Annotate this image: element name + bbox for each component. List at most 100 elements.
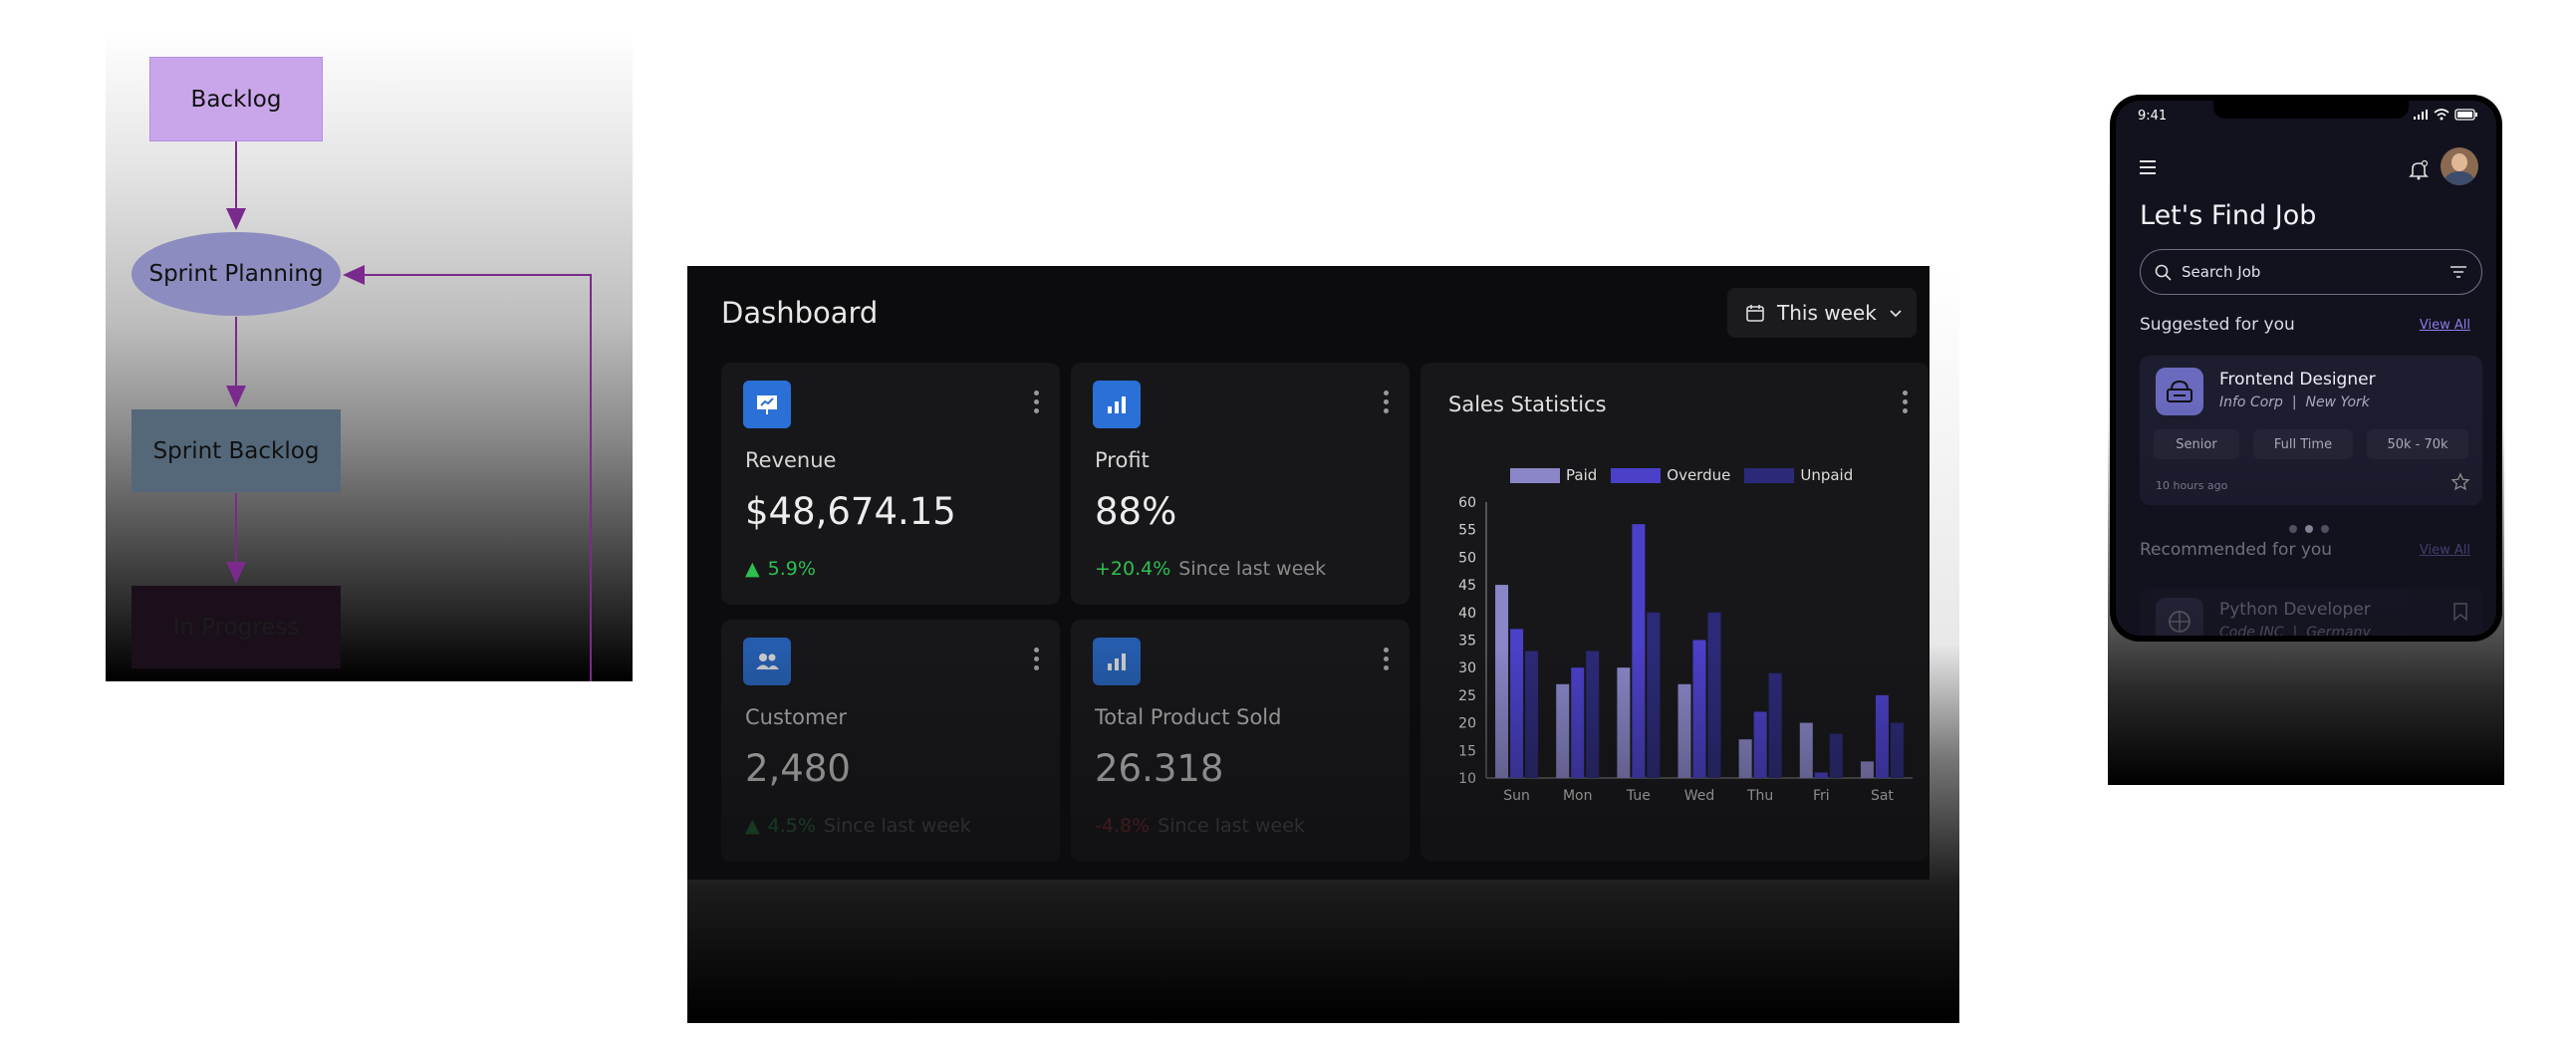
job-title: Frontend Designer (2219, 370, 2376, 390)
card-value: 2,480 (745, 747, 851, 790)
customer-card[interactable]: Customer 2,480 ▲ 4.5% Since last week (721, 620, 1060, 862)
job-card-frontend-designer[interactable]: Frontend Designer Info Corp | New York S… (2140, 356, 2482, 505)
bar-unpaid-sat[interactable] (1890, 722, 1904, 778)
sales-statistics-card: Sales Statistics Paid Overdue Unpaid 10 1… (1420, 363, 1929, 861)
tag-salary: 50k - 70k (2367, 429, 2468, 459)
triangle-up-icon: ▲ (745, 558, 760, 580)
pager-dot[interactable] (2305, 525, 2313, 533)
bar-paid-mon[interactable] (1556, 683, 1570, 778)
change-value: 5.9% (767, 558, 816, 580)
battery-icon (2454, 109, 2477, 121)
dashboard-panel: Dashboard This week Revenue $48,674.15 ▲ (687, 266, 1959, 1023)
card-label: Customer (745, 705, 848, 729)
menu-icon[interactable] (2140, 160, 2156, 178)
date-range-label: This week (1777, 301, 1877, 325)
bar-paid-wed[interactable] (1677, 683, 1691, 778)
bar-chart-icon (1093, 638, 1141, 685)
more-options-icon[interactable] (1384, 648, 1390, 674)
bar-overdue-sun[interactable] (1510, 629, 1524, 778)
phone-notch (2213, 101, 2409, 119)
star-icon[interactable] (2450, 472, 2470, 492)
status-time: 9:41 (2138, 109, 2168, 124)
bookmark-icon[interactable] (2452, 602, 2468, 622)
presentation-icon (743, 381, 791, 428)
filter-icon[interactable] (2449, 264, 2467, 280)
bar-overdue-sat[interactable] (1875, 694, 1889, 778)
bar-unpaid-wed[interactable] (1707, 612, 1721, 778)
y-tick-label: 15 (1458, 743, 1476, 759)
bar-unpaid-fri[interactable] (1829, 733, 1843, 778)
search-input[interactable]: Search Job (2140, 249, 2482, 295)
more-options-icon[interactable] (1034, 648, 1040, 674)
change-value: -4.8% (1095, 815, 1151, 837)
bar-paid-tue[interactable] (1617, 667, 1631, 778)
wifi-icon (2434, 109, 2449, 121)
job-location: New York (2305, 394, 2370, 410)
edge-loop-back (343, 265, 592, 681)
bar-overdue-fri[interactable] (1814, 772, 1828, 778)
y-tick-label: 45 (1458, 578, 1476, 594)
x-tick-label: Mon (1563, 788, 1593, 804)
y-tick-label: 60 (1458, 495, 1476, 511)
node-sprint-planning[interactable]: Sprint Planning (131, 232, 341, 316)
change-value: +20.4% (1095, 558, 1171, 580)
x-tick-label: Thu (1746, 788, 1773, 804)
job-meta: Code INC | Germany (2219, 625, 2371, 636)
card-change: ▲ 4.5% Since last week (745, 815, 971, 837)
y-tick-label: 20 (1458, 716, 1476, 732)
bar-paid-sun[interactable] (1495, 585, 1509, 778)
bar-paid-thu[interactable] (1738, 739, 1752, 778)
bar-paid-sat[interactable] (1860, 761, 1874, 778)
users-icon (743, 638, 791, 685)
more-options-icon[interactable] (1034, 391, 1040, 417)
job-card-python-developer[interactable]: Python Developer Code INC | Germany (2140, 588, 2482, 636)
bar-unpaid-sun[interactable] (1525, 651, 1539, 778)
view-all-suggested-link[interactable]: View All (2419, 318, 2470, 333)
profit-card[interactable]: Profit 88% +20.4% Since last week (1071, 363, 1410, 605)
pager-dot[interactable] (2321, 525, 2329, 533)
revenue-card[interactable]: Revenue $48,674.15 ▲ 5.9% (721, 363, 1060, 605)
y-tick-label: 35 (1458, 634, 1476, 650)
bar-unpaid-thu[interactable] (1768, 672, 1782, 778)
x-tick-label: Sat (1871, 788, 1894, 804)
y-tick-label: 30 (1458, 660, 1476, 676)
card-change: -4.8% Since last week (1095, 815, 1305, 837)
bar-overdue-mon[interactable] (1571, 667, 1585, 778)
sales-bar-chart: 10 15 20 25 30 35 40 45 50 55 60 Sun Mon Tue Wed Thu Fri… (1458, 495, 1913, 804)
bar-overdue-tue[interactable] (1632, 524, 1646, 778)
card-label: Profit (1095, 448, 1150, 472)
job-company-icon (2156, 598, 2203, 636)
carousel-pager[interactable] (2289, 525, 2329, 533)
pager-dot[interactable] (2289, 525, 2297, 533)
job-company-icon (2156, 368, 2203, 415)
tag-senior: Senior (2154, 429, 2239, 459)
bar-chart-icon (1093, 381, 1141, 428)
page-title: Let's Find Job (2140, 200, 2317, 231)
chevron-down-icon (1890, 310, 1902, 318)
card-value: 88% (1095, 490, 1177, 533)
node-sprint-backlog[interactable]: Sprint Backlog (131, 409, 341, 492)
separator: | (2288, 625, 2302, 636)
date-range-button[interactable]: This week (1727, 288, 1917, 338)
bar-unpaid-mon[interactable] (1586, 651, 1600, 778)
change-value: 4.5% (767, 815, 816, 837)
node-backlog[interactable]: Backlog (149, 57, 323, 141)
x-tick-label: Sun (1503, 788, 1530, 804)
calendar-icon (1746, 305, 1764, 322)
bar-overdue-thu[interactable] (1753, 711, 1767, 778)
bar-paid-fri[interactable] (1799, 722, 1813, 778)
change-note: Since last week (1158, 815, 1305, 837)
more-options-icon[interactable] (1384, 391, 1390, 417)
job-title: Python Developer (2219, 600, 2371, 620)
mobile-panel: 9:41 Let's Find Job Search Job Suggested… (2108, 93, 2504, 785)
signal-icon (2414, 110, 2428, 120)
bar-overdue-wed[interactable] (1692, 640, 1706, 779)
view-all-recommended-link[interactable]: View All (2419, 543, 2470, 558)
bar-unpaid-tue[interactable] (1647, 612, 1661, 778)
bell-icon[interactable] (2408, 158, 2430, 180)
avatar[interactable] (2441, 147, 2478, 185)
suggested-heading: Suggested for you (2140, 315, 2295, 335)
node-in-progress[interactable]: In Progress (131, 586, 341, 668)
y-tick-label: 25 (1458, 688, 1476, 704)
product-sold-card[interactable]: Total Product Sold 26.318 -4.8% Since la… (1071, 620, 1410, 862)
